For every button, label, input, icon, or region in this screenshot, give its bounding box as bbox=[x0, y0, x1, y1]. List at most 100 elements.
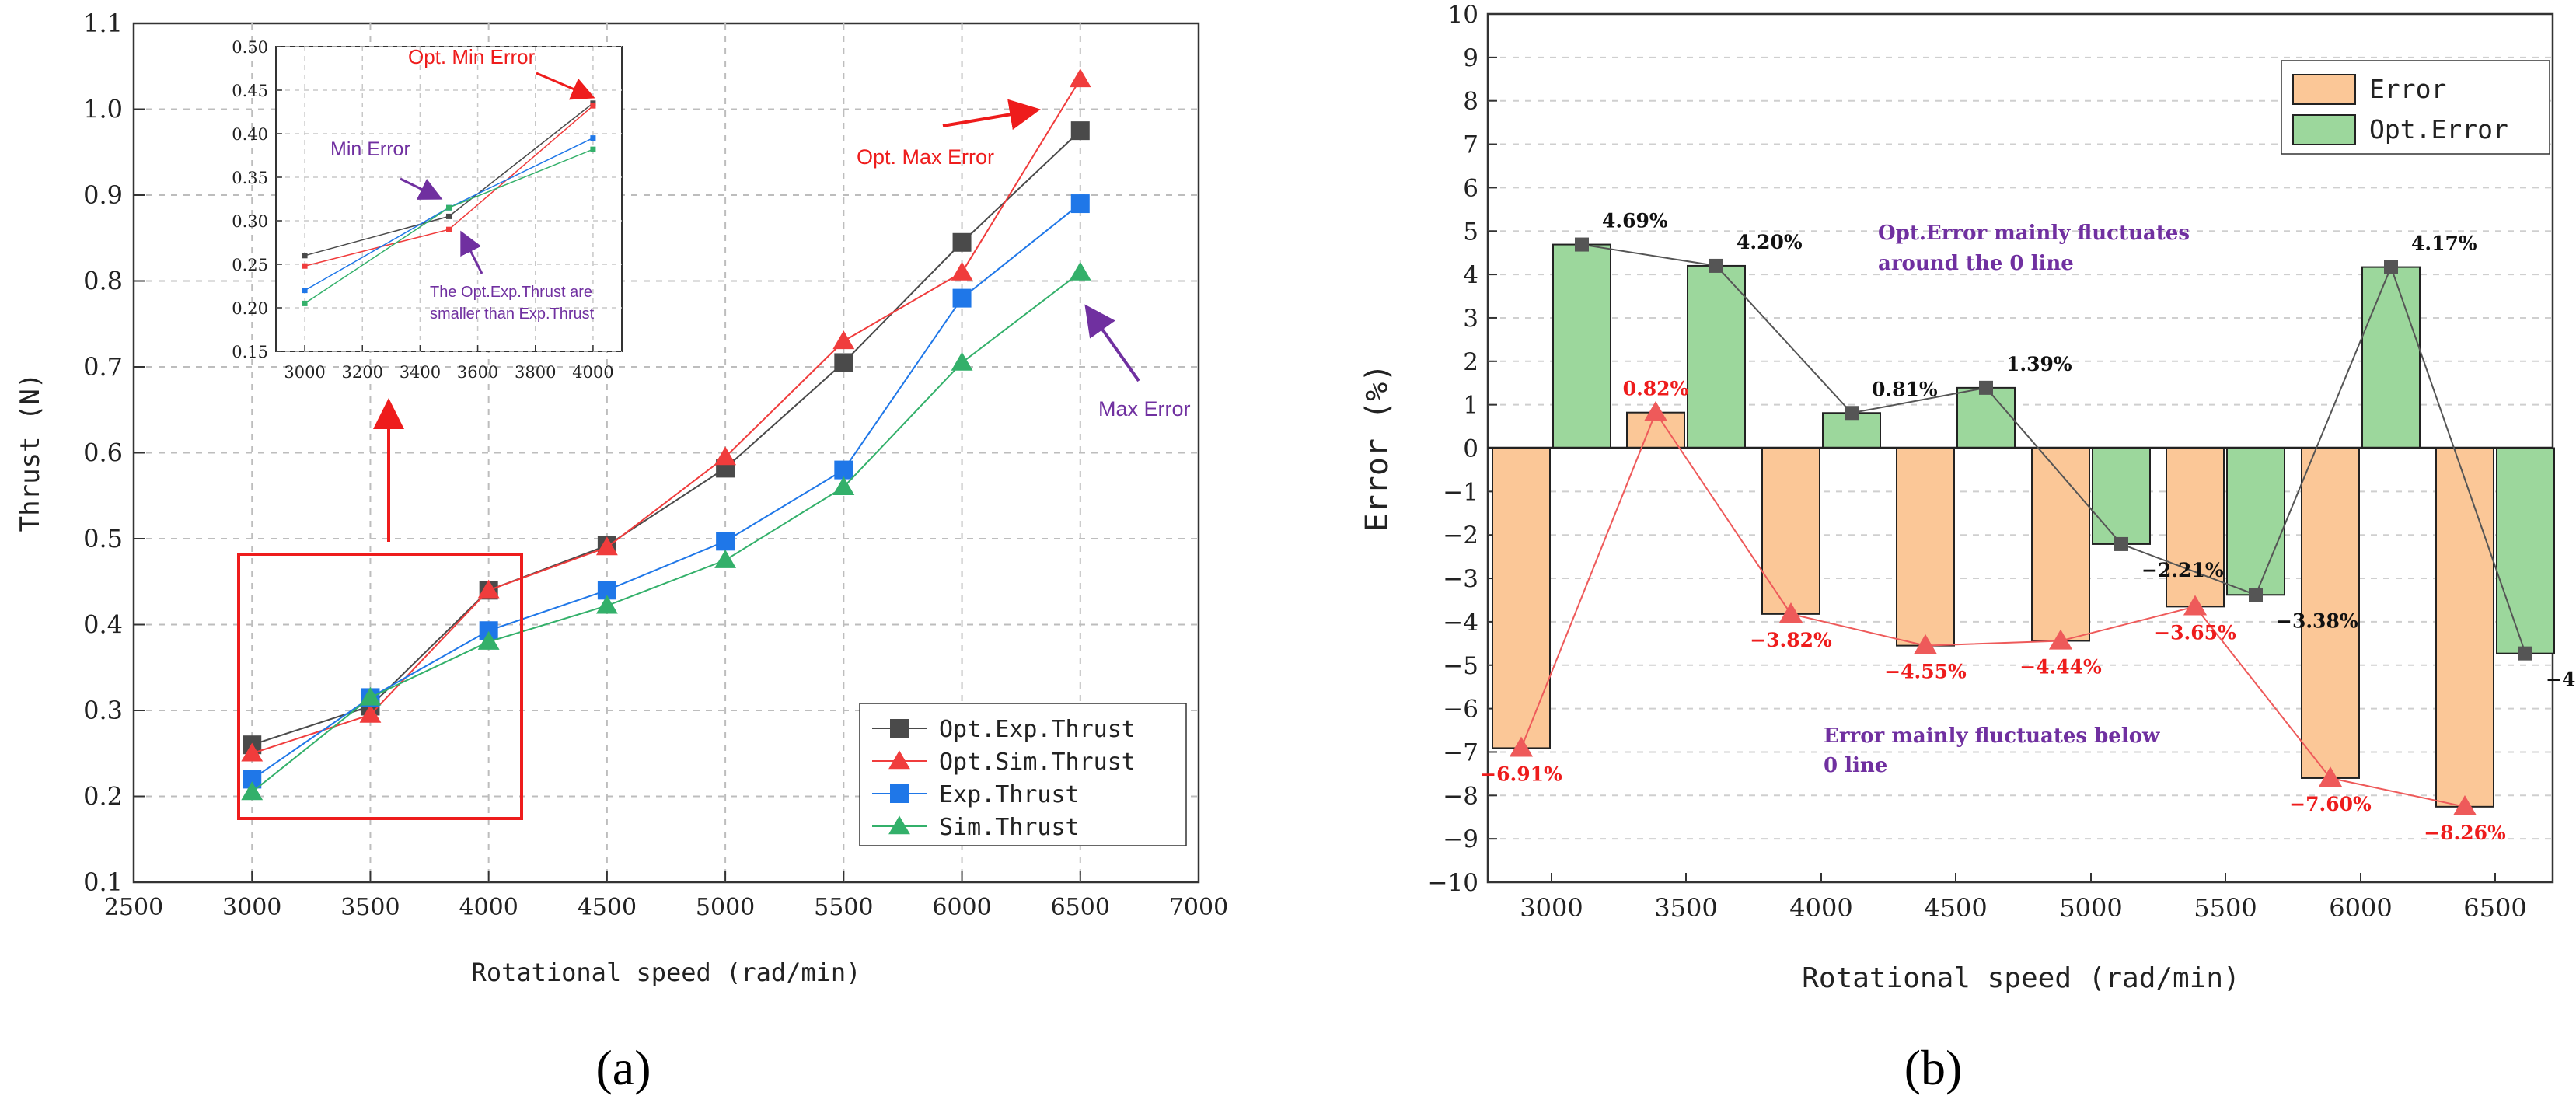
x-axis-label-b: Rotational speed (rad/min) bbox=[1802, 962, 2240, 994]
inset-data-point-sim-thrust bbox=[446, 204, 452, 211]
data-point-opt-sim-thrust bbox=[951, 261, 973, 281]
legend-marker-opt-sim-thrust bbox=[888, 750, 910, 770]
inset-data-point-opt-sim-thrust bbox=[302, 263, 308, 269]
lines-b bbox=[1509, 237, 2532, 815]
annotation-min-error: Min Error bbox=[330, 138, 410, 160]
thrust-chart: 2500 3000 3500 4000 4500 5000 5500 6000 6500 7000… bbox=[15, 9, 1228, 1095]
data-point-exp-thrust bbox=[1070, 194, 1090, 214]
y-tick-label: 10 bbox=[1448, 1, 1478, 29]
y-tick-label: 1.1 bbox=[83, 9, 123, 38]
data-label-opt-error: 1.39% bbox=[2006, 353, 2072, 375]
marker-error bbox=[1643, 400, 1668, 421]
marker-error bbox=[2048, 629, 2073, 650]
legend-a: Opt.Exp.Thrust Opt.Sim.Thrust Exp.Thrust Si… bbox=[859, 703, 1187, 846]
y-ticks-a: 0.1 0.2 0.3 0.4 0.5 0.6 0.7 0.8 0.9 1.0 1.1 bbox=[83, 9, 145, 897]
legend-label-opt-exp-thrust: Opt.Exp.Thrust bbox=[939, 716, 1136, 743]
annotation-max-error: Max Error bbox=[1098, 397, 1191, 421]
bar-opt-error bbox=[2496, 447, 2555, 654]
inset-data-point-exp-thrust bbox=[590, 135, 596, 141]
marker-opt-error bbox=[2249, 588, 2263, 602]
x-tick-label: 6500 bbox=[1051, 894, 1110, 921]
opt-min-error-arrow bbox=[536, 72, 595, 100]
data-point-sim-thrust bbox=[595, 595, 618, 614]
y-tick-label: −4 bbox=[1443, 609, 1478, 637]
inset-x-tick-label: 3600 bbox=[457, 363, 498, 382]
inset-x-tick-label: 3400 bbox=[400, 363, 441, 382]
panel-label-b: (b) bbox=[1904, 1040, 1963, 1095]
data-label-error: −3.82% bbox=[1750, 629, 1832, 651]
inset-y-tick-label: 0.40 bbox=[232, 125, 268, 144]
y-tick-label: 7 bbox=[1463, 131, 1478, 159]
y-tick-label: −6 bbox=[1443, 696, 1478, 724]
marker-opt-error bbox=[1709, 258, 1723, 273]
data-point-sim-thrust bbox=[241, 781, 264, 801]
data-label-opt-error: 4.17% bbox=[2411, 232, 2477, 255]
y-tick-label: 0.6 bbox=[83, 438, 123, 468]
x-tick-label: 7000 bbox=[1169, 894, 1228, 921]
annotation-opt-max-error: Opt. Max Error bbox=[857, 145, 994, 169]
legend-label-sim-thrust: Sim.Thrust bbox=[939, 814, 1080, 841]
y-tick-label: −1 bbox=[1443, 478, 1478, 506]
marker-error bbox=[2452, 795, 2477, 815]
data-point-sim-thrust bbox=[359, 686, 382, 706]
x-ticks-b: 3000 3500 4000 4500 5000 5500 6000 6500 bbox=[1520, 873, 2527, 923]
inset-y-tick-label: 0.25 bbox=[232, 256, 268, 274]
x-ticks-a: 2500 3000 3500 4000 4500 5000 5500 6000 6500 7000 bbox=[104, 871, 1228, 921]
inset-series bbox=[302, 100, 596, 306]
data-point-opt-sim-thrust bbox=[359, 703, 382, 723]
y-tick-label: 8 bbox=[1463, 88, 1478, 116]
y-tick-label: −2 bbox=[1443, 522, 1478, 550]
bar-error bbox=[1896, 447, 1955, 647]
legend-marker-opt-exp-thrust bbox=[890, 719, 909, 738]
series-line-sim-thrust bbox=[251, 271, 1081, 793]
data-label-opt-error: 4.69% bbox=[1602, 210, 1668, 232]
data-labels-b: −6.91% 0.82% −3.82% −4.55% −4.44% −3.65% −7.60… bbox=[1480, 210, 2576, 844]
inset-y-tick-label: 0.35 bbox=[232, 169, 268, 187]
data-point-opt-sim-thrust bbox=[714, 446, 737, 466]
data-label-opt-error: −3.38% bbox=[2276, 609, 2358, 632]
annotation-opt-error-line1: Opt.Error mainly fluctuates bbox=[1878, 222, 2190, 245]
inset-x-tick-label: 4000 bbox=[572, 363, 613, 382]
y-tick-label: 0.2 bbox=[83, 782, 123, 812]
legend-label-opt-error: Opt.Error bbox=[2369, 114, 2508, 145]
x-tick-label: 4500 bbox=[1924, 893, 1987, 923]
inset-data-point-sim-thrust bbox=[590, 146, 596, 152]
marker-opt-error bbox=[2384, 260, 2398, 274]
y-tick-label: 0.8 bbox=[83, 267, 123, 296]
x-axis-label-a: Rotational speed (rad/min) bbox=[472, 958, 861, 987]
inset-data-point-opt-exp-thrust bbox=[446, 213, 452, 219]
bar-error bbox=[2166, 447, 2225, 608]
data-label-opt-error: −4.73% bbox=[2546, 668, 2576, 691]
annotation-opt-error-line2: around the 0 line bbox=[1878, 252, 2074, 275]
marker-error bbox=[1509, 736, 1534, 757]
y-tick-label: −3 bbox=[1443, 565, 1478, 593]
data-label-error: −8.26% bbox=[2424, 822, 2506, 844]
panel-label-a: (a) bbox=[595, 1040, 651, 1095]
series-line-opt-sim-thrust bbox=[251, 79, 1081, 755]
data-point-opt-sim-thrust bbox=[477, 579, 500, 599]
data-point-sim-thrust bbox=[951, 351, 973, 371]
inset-y-tick-label: 0.45 bbox=[232, 82, 268, 100]
data-point-opt-exp-thrust bbox=[952, 232, 972, 252]
inset-x-tick-label: 3000 bbox=[284, 363, 325, 382]
data-label-error: −7.60% bbox=[2289, 793, 2372, 815]
inset-y-tick-label: 0.30 bbox=[232, 212, 268, 231]
data-point-exp-thrust bbox=[834, 460, 853, 480]
marker-opt-error bbox=[1979, 380, 1993, 395]
bar-opt-error bbox=[1956, 386, 2016, 449]
data-label-opt-error: −2.21% bbox=[2141, 559, 2224, 581]
inset-x-ticks: 3000 3200 3400 3600 3800 4000 bbox=[284, 345, 614, 382]
data-point-exp-thrust bbox=[716, 532, 735, 551]
data-point-exp-thrust bbox=[952, 288, 972, 308]
inset-y-ticks: 0.15 0.20 0.25 0.30 0.35 0.40 0.45 0.50 bbox=[232, 38, 282, 361]
bar-error bbox=[2301, 447, 2360, 779]
y-tick-label: 0.9 bbox=[83, 180, 123, 210]
inset-data-point-exp-thrust bbox=[302, 288, 308, 294]
legend-label-error: Error bbox=[2369, 74, 2446, 104]
inset-x-tick-label: 3200 bbox=[342, 363, 383, 382]
inset-data-point-opt-sim-thrust bbox=[590, 103, 596, 109]
x-tick-label: 5000 bbox=[696, 894, 755, 921]
inset-plot-area bbox=[275, 46, 623, 352]
